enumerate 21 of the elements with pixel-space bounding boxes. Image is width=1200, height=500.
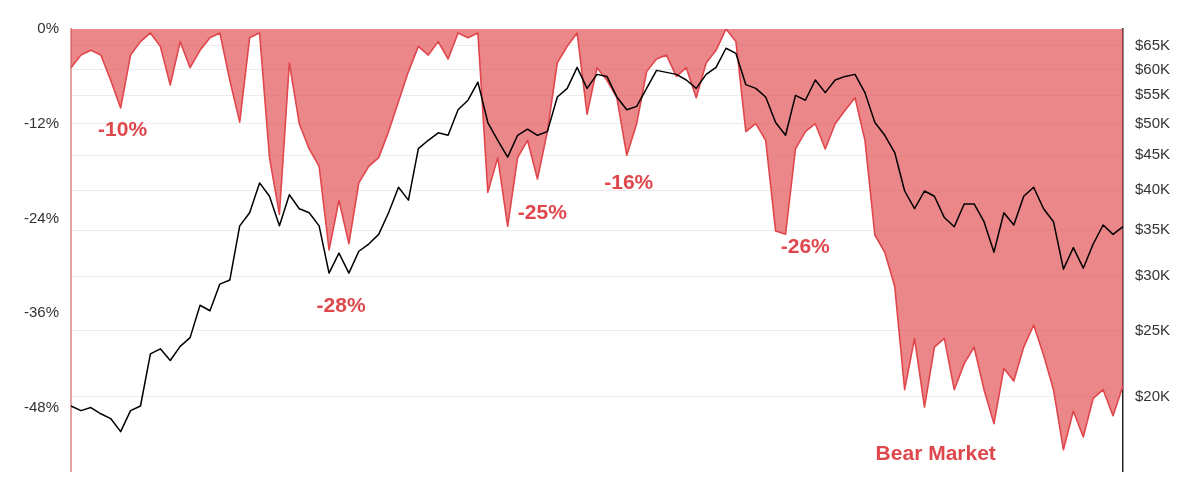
annotation: -25% <box>517 199 568 223</box>
y2-tick-label: $40K <box>1134 180 1171 198</box>
y-tick-label: -36% <box>23 303 60 321</box>
annotation: -26% <box>780 234 831 258</box>
y2-tick-label: $30K <box>1134 266 1171 284</box>
y2-tick-label: $20K <box>1134 387 1171 405</box>
y2-tick-label: $55K <box>1134 85 1171 103</box>
y-tick-label: 0% <box>37 19 60 37</box>
y2-tick-label: $65K <box>1134 35 1171 53</box>
y-tick-label: -48% <box>23 398 60 415</box>
y2-tick-label: $60K <box>1134 59 1171 77</box>
y2-tick-label: $45K <box>1134 145 1171 163</box>
y2-tick-label: $35K <box>1134 220 1171 238</box>
annotation: Bear Market <box>875 441 996 464</box>
annotation: -28% <box>316 292 366 316</box>
annotation: -16% <box>604 170 654 194</box>
annotation: -10% <box>98 116 148 140</box>
y-tick-label: -12% <box>23 113 60 131</box>
y2-tick-label: $25K <box>1134 320 1171 338</box>
y2-tick-label: $50K <box>1134 113 1171 131</box>
y-tick-label: -24% <box>23 208 60 226</box>
